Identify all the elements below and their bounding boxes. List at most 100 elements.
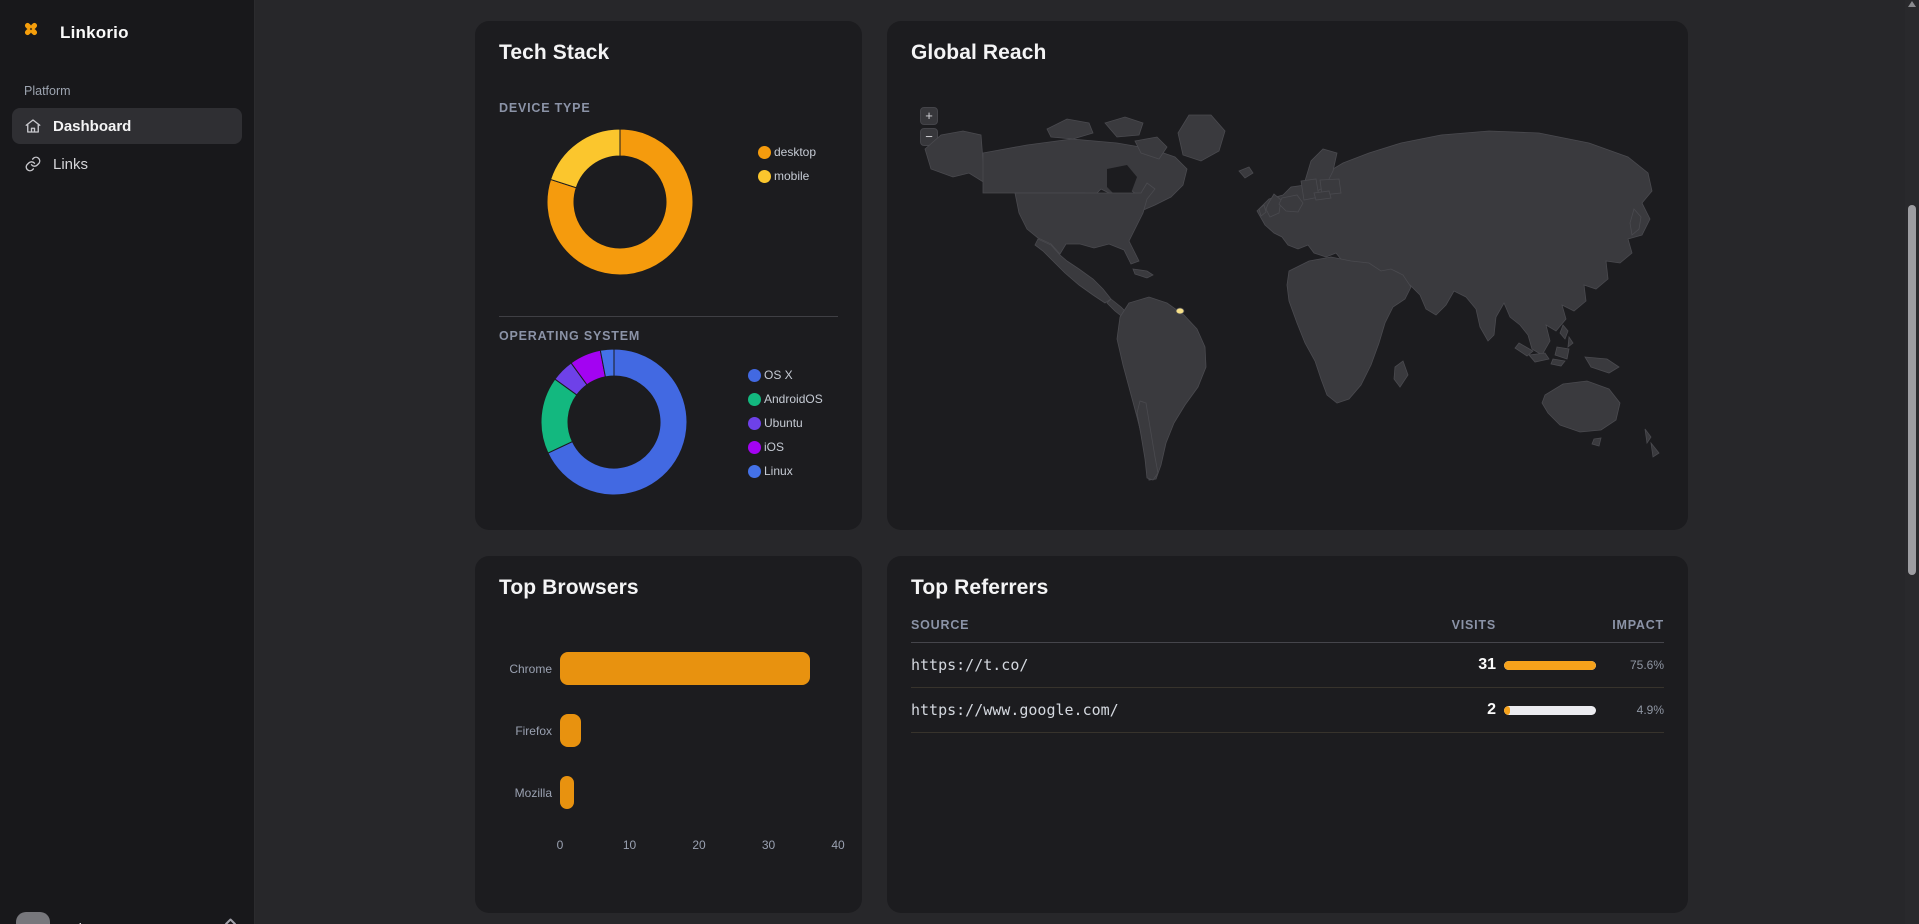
- bar-area: [560, 652, 838, 685]
- country-canada-arctic-island[interactable]: [1046, 118, 1094, 140]
- bar-Mozilla[interactable]: [560, 776, 574, 809]
- donut-segment-mobile[interactable]: [549, 128, 621, 189]
- top-browsers-card: Top Browsers Chrome Firefox Mozilla 0 10 20 30…: [475, 556, 862, 913]
- scroll-up-arrow-icon[interactable]: [1908, 1, 1916, 7]
- country-canada-baffin-island[interactable]: [1134, 136, 1168, 160]
- referrers-table: SOURCE VISITS IMPACT https://t.co/31 75.6…: [911, 618, 1664, 733]
- country-united-kingdom: [1265, 193, 1282, 218]
- country-czechia[interactable]: [1313, 190, 1332, 201]
- bar-Chrome[interactable]: [560, 652, 811, 685]
- south-america: [1116, 296, 1207, 481]
- user-name: Lui K: [62, 921, 211, 924]
- bar-row: Mozilla: [499, 776, 838, 809]
- country-guyana[interactable]: [1175, 307, 1185, 315]
- x-axis-tick: 0: [556, 838, 564, 852]
- legend-item-desktop: desktop: [758, 145, 816, 159]
- x-axis-tick: 30: [761, 838, 776, 852]
- country-japan: [1629, 208, 1642, 236]
- top-browsers-bar-chart: Chrome Firefox Mozilla 0 10 20 30 40: [499, 652, 845, 856]
- country-cuba: [1132, 268, 1154, 279]
- country-madagascar: [1393, 360, 1409, 388]
- impact-bar-track: [1504, 705, 1596, 715]
- x-axis-tick: 10: [622, 838, 637, 852]
- impact-percent: 75.6%: [1629, 658, 1664, 672]
- legend-item-OS X: OS X: [748, 368, 823, 382]
- country-borneo: [1554, 346, 1570, 360]
- indonesia: [1528, 352, 1550, 363]
- impact-bar-fill: [1504, 705, 1510, 715]
- sidebar-item-dashboard[interactable]: Dashboard: [12, 108, 242, 144]
- legend-item-AndroidOS: AndroidOS: [748, 392, 823, 406]
- country-mexico: [1034, 238, 1112, 304]
- country-greenland[interactable]: [1177, 114, 1226, 162]
- bar-area: [560, 776, 838, 809]
- country-canada-arctic-island[interactable]: [1104, 116, 1144, 138]
- link-icon: [24, 155, 42, 173]
- legend-label: iOS: [764, 440, 785, 454]
- sidebar-item-links[interactable]: Links: [12, 146, 242, 182]
- referrer-visits: 31: [1478, 656, 1496, 673]
- card-title: Top Browsers: [499, 576, 639, 599]
- map-zoom-in-button[interactable]: +: [920, 107, 938, 125]
- bar-row: Firefox: [499, 714, 838, 747]
- brand-name: Linkorio: [60, 23, 129, 42]
- sidebar-item-label: Dashboard: [53, 117, 132, 135]
- referrer-impact: 75.6%: [1496, 658, 1664, 672]
- x-axis: 0 10 20 30 40: [499, 838, 845, 856]
- operating-system-label: OPERATING SYSTEM: [499, 329, 641, 343]
- vertical-scrollbar[interactable]: [1905, 0, 1919, 924]
- country-united-states[interactable]: [1014, 182, 1156, 265]
- sidebar-section-label: Platform: [24, 84, 71, 98]
- legend-label: OS X: [764, 368, 793, 382]
- legend-dot: [748, 368, 761, 382]
- legend-dot: [758, 169, 771, 183]
- legend-label: mobile: [774, 169, 810, 183]
- table-row[interactable]: https://www.google.com/2 4.9%: [911, 688, 1664, 733]
- legend-item-iOS: iOS: [748, 440, 823, 454]
- country-france[interactable]: [1278, 194, 1304, 213]
- sidebar: Linkorio Platform Dashboard Links Lui K: [0, 0, 255, 924]
- hudson-bay: [1107, 165, 1137, 197]
- home-icon: [24, 117, 42, 135]
- x-axis-tick: 40: [831, 838, 845, 852]
- referrer-source: https://www.google.com/: [911, 701, 1119, 719]
- legend-item-Ubuntu: Ubuntu: [748, 416, 823, 430]
- table-body: https://t.co/31 75.6% https://www.google.c…: [911, 643, 1664, 733]
- country-philippines-south[interactable]: [1567, 335, 1574, 348]
- operating-system-donut-chart: [539, 347, 689, 497]
- top-referrers-card: Top Referrers SOURCE VISITS IMPACT https…: [887, 556, 1688, 913]
- donut-segment-desktop[interactable]: [546, 128, 694, 276]
- country-sumatra: [1514, 342, 1534, 357]
- tasmania: [1591, 437, 1602, 447]
- bar-category-label: Firefox: [515, 723, 552, 738]
- table-row[interactable]: https://t.co/31 75.6%: [911, 643, 1664, 688]
- indonesia-east: [1550, 358, 1566, 367]
- impact-bar-fill: [1504, 660, 1596, 670]
- legend-label: Linux: [764, 464, 793, 478]
- africa: [1286, 256, 1412, 404]
- x-axis-tick: 20: [692, 838, 706, 852]
- user-menu[interactable]: Lui K: [0, 906, 254, 924]
- bar-area: [560, 714, 838, 747]
- donut-segment-Linux[interactable]: [599, 348, 615, 378]
- world-map: [924, 114, 1660, 481]
- scrollbar-thumb[interactable]: [1908, 205, 1916, 575]
- new-zealand: [1644, 428, 1660, 458]
- legend-label: AndroidOS: [764, 392, 823, 406]
- country-chile[interactable]: [1136, 400, 1159, 481]
- bar-Firefox[interactable]: [560, 714, 581, 747]
- operating-system-legend: OS X AndroidOS Ubuntu iOS Linux: [748, 368, 823, 478]
- australia: [1541, 380, 1621, 433]
- donut-segment-OS X[interactable]: [547, 348, 688, 496]
- country-iceland: [1238, 166, 1254, 179]
- column-header-impact: IMPACT: [1612, 618, 1664, 632]
- country-philippines[interactable]: [1559, 324, 1569, 340]
- legend-dot: [748, 416, 761, 430]
- table-header-row: SOURCE VISITS IMPACT: [911, 618, 1664, 643]
- section-divider: [499, 316, 838, 317]
- column-header-visits: VISITS: [1451, 618, 1496, 632]
- country-poland[interactable]: [1319, 178, 1342, 196]
- global-reach-card: Global Reach + −: [887, 21, 1688, 530]
- card-title: Global Reach: [911, 41, 1047, 64]
- bar-category-label: Chrome: [509, 661, 552, 676]
